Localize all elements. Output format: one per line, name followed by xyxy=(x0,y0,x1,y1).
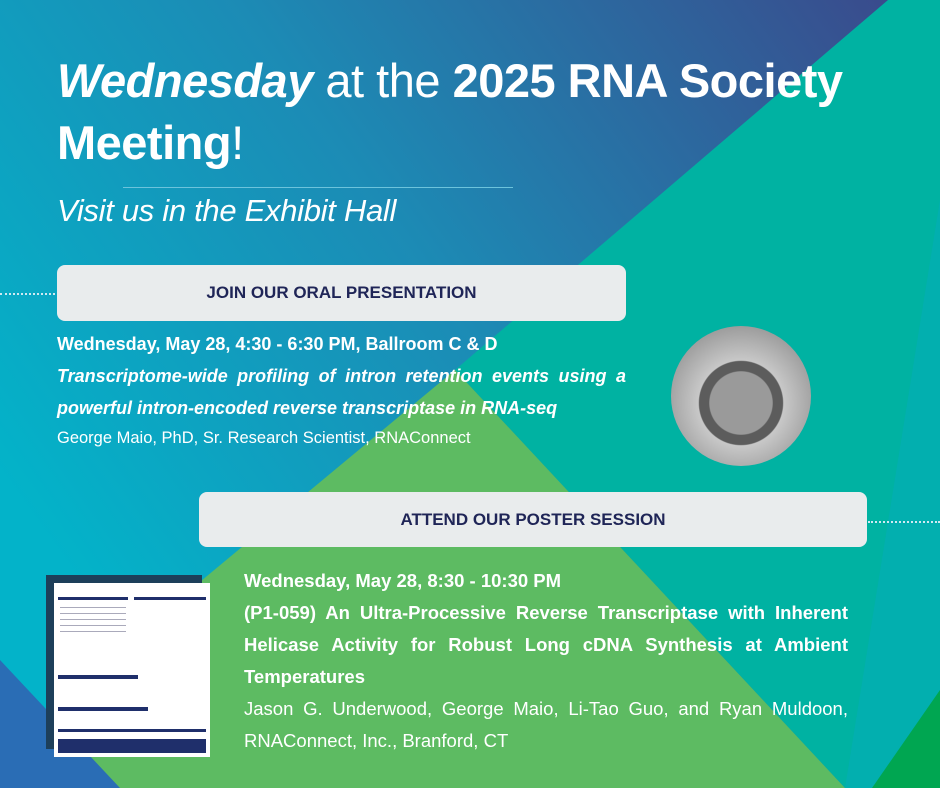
title-event: 2025 RNA Society Meeting xyxy=(57,54,843,169)
oral-details: Wednesday, May 28, 4:30 - 6:30 PM, Ballr… xyxy=(57,328,626,452)
page-title: Wednesday at the 2025 RNA Society Meetin… xyxy=(57,50,917,174)
poster-when: Wednesday, May 28, 8:30 - 10:30 PM xyxy=(244,570,562,591)
title-weekday: Wednesday xyxy=(57,54,313,107)
oral-presentation-header: JOIN OUR ORAL PRESENTATION xyxy=(57,265,626,321)
poster-title: (P1-059) An Ultra-Processive Reverse Tra… xyxy=(244,602,848,687)
subtitle: Visit us in the Exhibit Hall xyxy=(57,193,397,228)
dotted-line-left xyxy=(0,293,55,295)
oral-talk-title: Transcriptome-wide profiling of intron r… xyxy=(57,366,626,418)
poster-session-header: ATTEND OUR POSTER SESSION xyxy=(199,492,867,547)
oral-when: Wednesday, May 28, 4:30 - 6:30 PM, Ballr… xyxy=(57,334,498,354)
title-exclaim: ! xyxy=(231,116,244,169)
teal-right-shape xyxy=(845,200,940,788)
dotted-line-right xyxy=(868,521,940,523)
poster-thumbnail xyxy=(54,583,210,757)
oral-speaker: George Maio, PhD, Sr. Research Scientist… xyxy=(57,429,471,447)
divider xyxy=(123,187,513,188)
title-connector: at the xyxy=(312,54,453,107)
green-triangle xyxy=(0,370,845,788)
dark-green-corner xyxy=(872,690,940,788)
poster-details: Wednesday, May 28, 8:30 - 10:30 PM (P1-0… xyxy=(244,565,848,757)
poster-authors: Jason G. Underwood, George Maio, Li-Tao … xyxy=(244,698,848,751)
speaker-photo xyxy=(671,326,811,466)
